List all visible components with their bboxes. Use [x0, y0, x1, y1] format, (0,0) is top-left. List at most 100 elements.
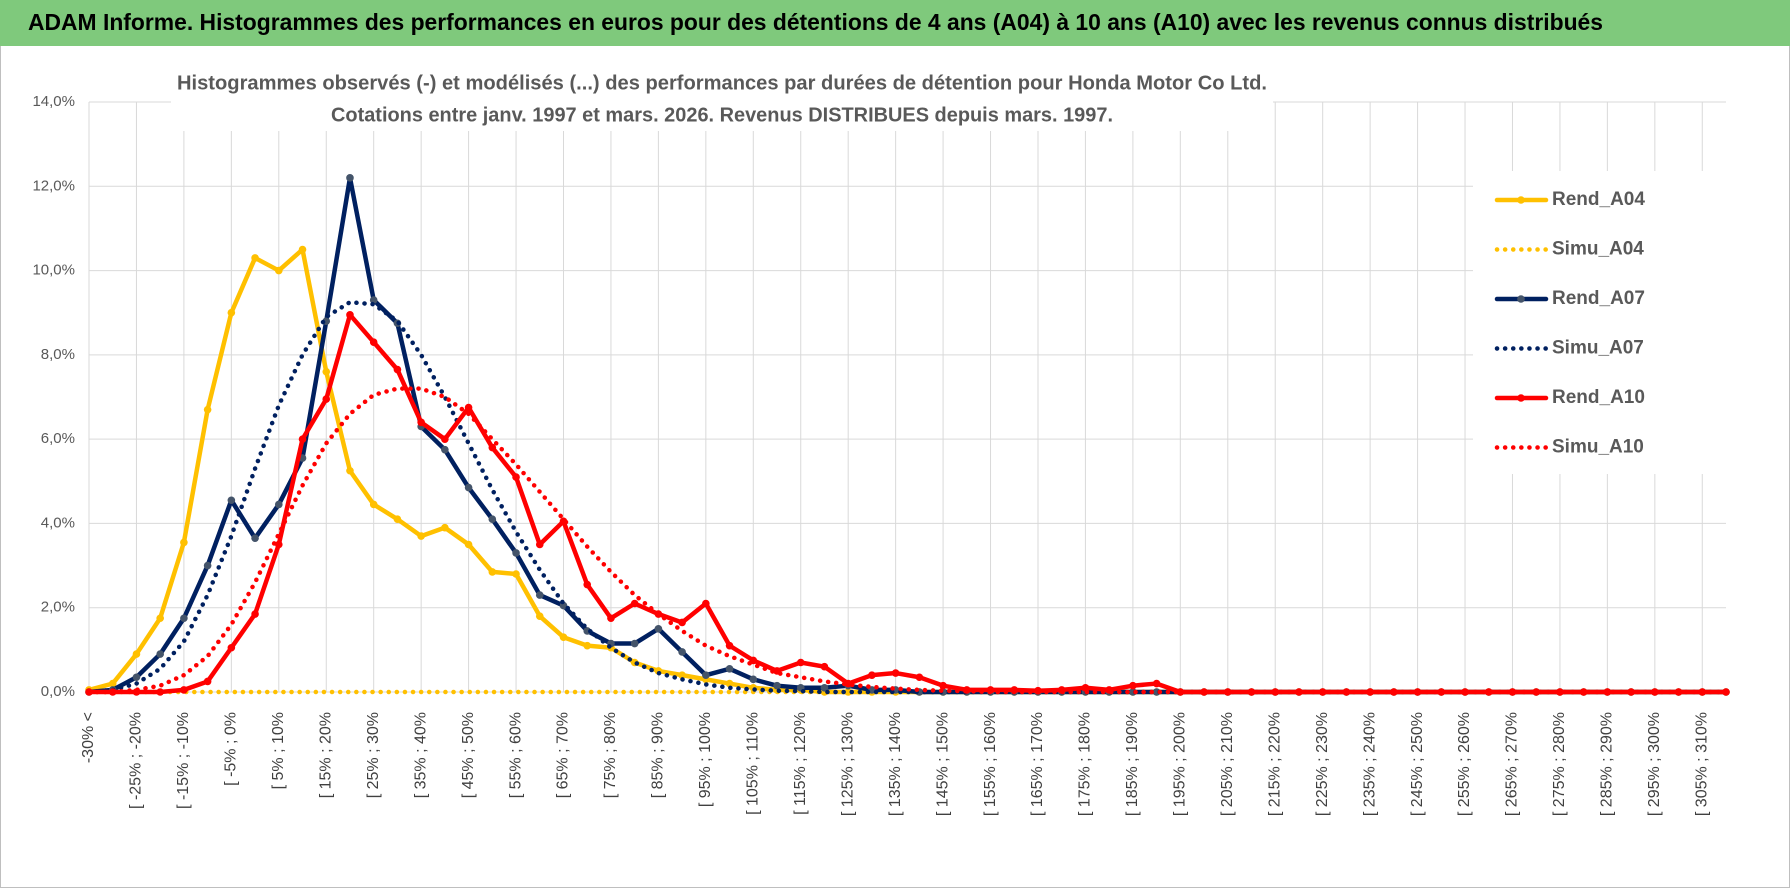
y-tick-label: 14,0% [32, 93, 75, 110]
x-tick-label: [ -15% ; -10% [175, 712, 192, 809]
data-point [583, 641, 592, 650]
y-tick-label: 0,0% [41, 683, 75, 700]
x-tick-label: [ 145% ; 150% [934, 712, 951, 816]
data-point [1722, 688, 1730, 696]
y-tick-label: 10,0% [32, 262, 75, 279]
data-point [393, 515, 402, 524]
x-tick-label: [ 265% ; 270% [1504, 712, 1521, 816]
data-point [464, 403, 473, 412]
title-box [171, 68, 1273, 131]
data-point [132, 673, 141, 682]
x-tick-label: [ 75% ; 80% [602, 712, 619, 798]
x-tick-label: [ -25% ; -20% [128, 712, 145, 809]
x-tick-label: [ 35% ; 40% [412, 712, 429, 798]
data-point [203, 561, 212, 570]
data-point [1081, 683, 1090, 692]
data-point [274, 500, 283, 509]
data-point [464, 483, 473, 492]
data-point [583, 580, 592, 589]
x-tick-label: [ 125% ; 130% [839, 712, 856, 816]
data-point [203, 677, 212, 686]
chart-title: Histogrammes observés (-) et modélisés (… [177, 72, 1267, 94]
x-tick-label: [ 215% ; 220% [1266, 712, 1283, 816]
x-tick-label: [ 55% ; 60% [507, 712, 524, 798]
data-point [441, 523, 449, 532]
data-point [156, 688, 164, 696]
x-tick-label: [ 245% ; 250% [1409, 712, 1426, 816]
y-tick-label: 4,0% [41, 514, 75, 531]
data-point [939, 681, 947, 690]
x-tick-label: [ -5% ; 0% [223, 712, 240, 786]
x-tick-label: [ 65% ; 70% [555, 712, 572, 798]
data-point [535, 540, 544, 549]
x-tick-label: [ 185% ; 190% [1124, 712, 1141, 816]
legend-label: Simu_A07 [1552, 338, 1644, 359]
data-point [749, 675, 758, 684]
data-point [322, 395, 331, 403]
x-tick-label: [ 45% ; 50% [460, 712, 477, 798]
data-point [820, 683, 829, 692]
data-point [915, 673, 924, 682]
data-point [630, 599, 639, 608]
x-tick-label: [ 15% ; 20% [317, 712, 334, 798]
data-point [322, 367, 331, 376]
legend: Rend_A04 Simu_A04 Rend_A07 Simu_A07 Rend_A10… [1473, 171, 1735, 474]
data-point [369, 296, 378, 304]
x-tick-label: [ 85% ; 90% [650, 712, 667, 798]
data-point [725, 679, 734, 688]
x-tick-label: [ 5% ; 10% [270, 712, 287, 789]
data-point [417, 532, 425, 540]
data-point [417, 418, 425, 427]
x-tick-label: [ 115% ; 120% [792, 712, 809, 815]
data-point [251, 534, 259, 542]
x-tick-label: [ 25% ; 30% [365, 712, 382, 798]
x-tick-label: [ 295% ; 300% [1646, 712, 1663, 816]
data-point [156, 650, 164, 658]
data-point [393, 365, 402, 374]
y-tick-label: 12,0% [32, 177, 75, 194]
x-tick-label: [ 95% ; 100% [697, 712, 714, 807]
x-tick-label: [ 175% ; 180% [1077, 712, 1094, 816]
data-point [180, 614, 188, 623]
data-point [512, 549, 520, 557]
data-point [180, 686, 188, 694]
data-point [773, 681, 781, 690]
data-point [1532, 688, 1541, 696]
data-point [654, 624, 663, 633]
chart-subtitle: Cotations entre janv. 1997 et mars. 2026… [331, 104, 1113, 126]
legend-label: Rend_A04 [1552, 189, 1645, 210]
data-point [108, 679, 117, 688]
legend-marker [1517, 394, 1525, 402]
x-tick-label: [ 195% ; 200% [1172, 712, 1189, 816]
data-point [678, 648, 686, 656]
data-point [512, 473, 520, 481]
data-point [630, 639, 639, 648]
data-point [1556, 688, 1564, 696]
data-point [132, 650, 141, 658]
data-point [702, 599, 710, 608]
x-tick-label: [ 155% ; 160% [982, 712, 999, 816]
data-point [1508, 688, 1517, 696]
legend-label: Simu_A10 [1552, 437, 1644, 458]
legend-marker [1517, 196, 1525, 204]
plot [85, 174, 1730, 696]
data-point [156, 614, 164, 623]
data-point [346, 311, 354, 319]
banner [0, 0, 1790, 46]
data-point [535, 591, 544, 599]
data-point [251, 254, 259, 262]
x-tick-label: [ 135% ; 140% [887, 712, 904, 816]
y-tick-label: 2,0% [41, 599, 75, 616]
x-tick-label: [ 165% ; 170% [1029, 712, 1046, 816]
data-point [535, 612, 544, 620]
y-tick-label: 6,0% [41, 430, 75, 447]
x-tick-label: [ 255% ; 260% [1456, 712, 1473, 816]
data-point [298, 435, 307, 443]
data-point [274, 540, 283, 549]
data-point [369, 500, 378, 509]
x-tick-label: [ 305% ; 310% [1693, 712, 1710, 816]
data-point [702, 671, 710, 679]
data-point [488, 515, 497, 524]
